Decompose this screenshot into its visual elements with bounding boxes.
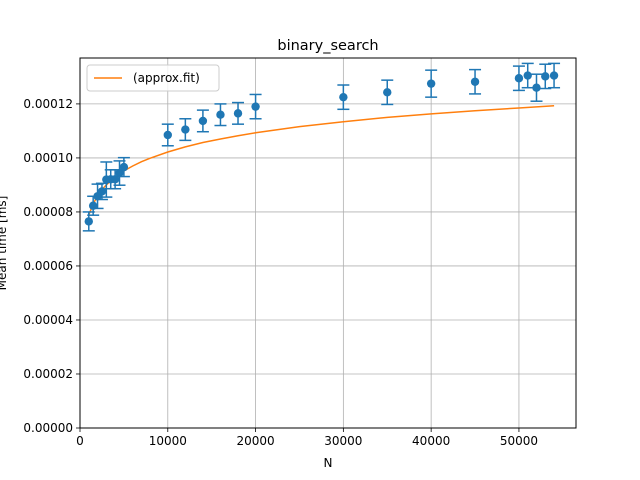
data-point-marker: [84, 217, 93, 226]
data-point-marker: [110, 175, 120, 184]
data-point-marker: [97, 187, 107, 196]
fit-line-layer: [88, 105, 555, 216]
data-point-marker: [119, 162, 129, 172]
x-tick-label: 10000: [149, 434, 187, 448]
data-point: [179, 118, 192, 142]
data-point-marker: [233, 109, 243, 118]
data-point-marker: [251, 102, 260, 111]
data-point: [469, 68, 482, 95]
data-point: [548, 62, 561, 89]
data-point: [117, 156, 130, 178]
legend-fit-label: (approx.fit): [133, 71, 200, 85]
data-point-marker: [426, 79, 436, 88]
data-point: [337, 84, 350, 111]
x-axis-ticks: 0 10000 20000 30000 40000 50000: [76, 428, 538, 448]
y-axis-label: Mean time [ms]: [0, 196, 9, 291]
legend: (approx.fit): [86, 64, 220, 92]
x-tick-label: 20000: [236, 434, 274, 448]
data-point-marker: [514, 74, 524, 83]
legend-box: [86, 64, 220, 92]
data-point: [249, 93, 262, 120]
y-tick-label: 0.00010: [23, 151, 73, 165]
data-point: [521, 62, 534, 89]
data-point: [214, 103, 227, 127]
data-point-marker: [523, 71, 532, 80]
data-point-marker: [470, 77, 480, 86]
fit-line: [88, 105, 555, 216]
y-tick-label: 0.00012: [23, 97, 73, 111]
data-point-marker: [115, 168, 124, 178]
data-point-marker: [163, 130, 172, 140]
data-point-marker: [198, 116, 208, 126]
chart-title: binary_search: [277, 38, 378, 54]
data-point: [512, 65, 525, 92]
data-point-marker: [181, 125, 190, 134]
x-tick-label: 40000: [412, 434, 450, 448]
y-tick-label: 0.00008: [23, 205, 73, 219]
data-points-layer: [82, 62, 561, 232]
x-tick-label: 50000: [500, 434, 538, 448]
data-point-marker: [216, 110, 225, 119]
x-tick-label: 30000: [324, 434, 362, 448]
grid: [79, 58, 576, 429]
data-point-marker: [532, 83, 541, 92]
data-point: [232, 101, 245, 125]
data-point: [539, 63, 552, 90]
data-point-marker: [549, 71, 559, 80]
data-point: [530, 73, 543, 102]
data-point: [381, 79, 394, 106]
x-tick-label: 0: [76, 434, 84, 448]
data-point-marker: [339, 92, 348, 102]
x-axis-label: N: [324, 456, 333, 470]
data-point-marker: [383, 88, 392, 97]
y-tick-label: 0.00004: [23, 313, 73, 327]
axes-frame: [79, 57, 577, 429]
data-point: [425, 69, 438, 98]
data-point: [161, 123, 174, 147]
y-axis-ticks: 0.00000 0.00002 0.00004 0.00006 0.00008 0.000…: [23, 97, 80, 435]
y-tick-label: 0.00000: [23, 421, 73, 435]
data-point-marker: [541, 72, 550, 81]
y-tick-label: 0.00002: [23, 367, 73, 381]
data-point: [196, 109, 209, 133]
y-tick-label: 0.00006: [23, 259, 73, 273]
